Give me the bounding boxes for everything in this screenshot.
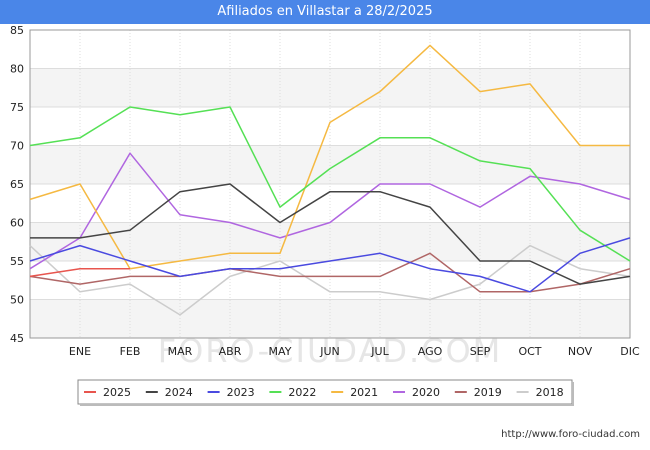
x-tick-label: NOV — [568, 345, 593, 358]
x-tick-label: DIC — [620, 345, 640, 358]
y-tick-label: 55 — [10, 255, 24, 268]
legend: 2025 2024 2023 2022 2021 2020 2019 2018 — [77, 379, 574, 406]
series-line-2024 — [30, 183, 631, 285]
x-tick-label: OCT — [518, 345, 541, 358]
y-tick-label: 45 — [10, 332, 24, 345]
y-tick-label: 60 — [10, 217, 24, 230]
y-tick-label: 85 — [10, 24, 24, 37]
series-lines — [29, 44, 631, 316]
legend-label: 2022 — [288, 386, 316, 399]
x-tick-label: AGO — [418, 345, 443, 358]
plot-area-border — [29, 29, 631, 339]
x-tick-label: ENE — [69, 345, 91, 358]
x-tick-label: ABR — [219, 345, 242, 358]
x-tick-label: FEB — [120, 345, 141, 358]
series-line-2023 — [29, 237, 631, 293]
legend-label: 2025 — [103, 386, 131, 399]
legend-label: 2021 — [350, 386, 378, 399]
x-tick-label: MAR — [168, 345, 193, 358]
series-line-2022 — [29, 106, 631, 262]
plot-band — [30, 261, 630, 300]
y-axis: 45 50 55 60 65 70 75 80 85 — [10, 24, 24, 345]
legend-label: 2020 — [412, 386, 440, 399]
series-line-2020 — [29, 152, 631, 270]
y-tick-label: 75 — [10, 101, 24, 114]
legend-label: 2018 — [536, 386, 564, 399]
y-tick-label: 50 — [10, 294, 24, 307]
legend-label: 2024 — [165, 386, 193, 399]
legend-label: 2019 — [474, 386, 502, 399]
y-tick-label: 65 — [10, 178, 24, 191]
x-axis: ENE FEB MAR ABR MAY JUN JUL AGO SEP OCT NOV DIC — [69, 345, 640, 358]
chart-title: Afiliados en Villastar a 28/2/2025 — [0, 0, 650, 24]
series-line-2025 — [29, 267, 130, 278]
x-tick-label: SEP — [470, 345, 491, 358]
footer-url[interactable]: http://www.foro-ciudad.com — [501, 429, 640, 440]
legend-label: 2023 — [227, 386, 255, 399]
x-tick-label: MAY — [269, 345, 292, 358]
x-tick-label: JUL — [370, 345, 389, 358]
legend-box — [77, 379, 573, 405]
x-tick-label: JUN — [319, 345, 340, 358]
y-tick-label: 80 — [10, 63, 24, 76]
series-line-2018 — [29, 244, 631, 316]
plot-band — [30, 30, 630, 69]
y-tick-label: 70 — [10, 140, 24, 153]
